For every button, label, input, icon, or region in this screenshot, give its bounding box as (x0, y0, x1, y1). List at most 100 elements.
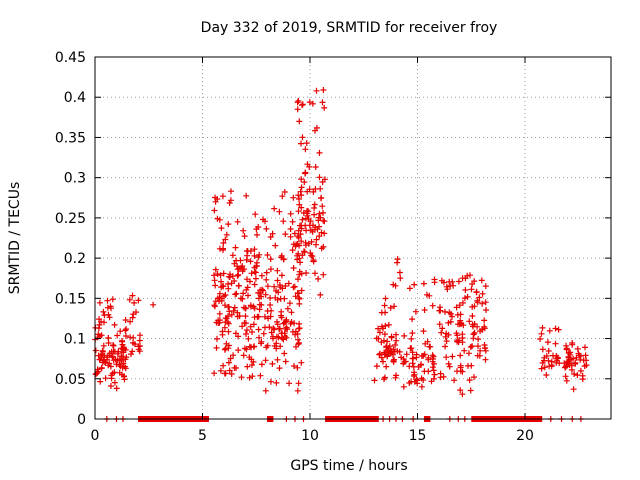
data-point (96, 299, 103, 306)
data-point (287, 233, 294, 240)
data-point (225, 328, 232, 335)
data-point (539, 346, 546, 353)
data-point (276, 365, 283, 372)
data-point (447, 318, 454, 325)
data-point (255, 295, 262, 302)
data-point (107, 363, 114, 370)
data-point (285, 280, 292, 287)
data-point (296, 320, 303, 327)
data-point (258, 338, 265, 345)
data-point (242, 305, 249, 311)
data-point (294, 99, 301, 106)
data-point (260, 330, 267, 337)
data-point (234, 218, 241, 225)
data-point (99, 348, 106, 355)
x-tick-label: 5 (198, 428, 207, 444)
data-point (321, 218, 328, 225)
data-point (297, 188, 304, 195)
data-point (303, 270, 310, 276)
data-point (251, 314, 258, 321)
data-point (298, 359, 305, 366)
data-point (438, 277, 445, 284)
data-point (226, 308, 233, 315)
data-point (310, 257, 317, 264)
data-point (290, 194, 297, 201)
data-point (120, 349, 127, 356)
data-point (232, 330, 239, 337)
data-point (449, 313, 455, 320)
data-point (228, 311, 235, 318)
data-point (301, 249, 308, 255)
data-point (130, 339, 136, 346)
data-point (211, 277, 218, 284)
data-point (382, 295, 389, 302)
data-point (411, 371, 418, 378)
data-point (213, 344, 220, 351)
data-point (465, 350, 472, 357)
data-point (263, 344, 270, 351)
data-point (131, 299, 138, 306)
data-point (552, 340, 559, 347)
data-point (431, 360, 437, 367)
data-point (302, 146, 309, 153)
data-point (318, 194, 325, 201)
data-point (109, 296, 116, 303)
data-point (295, 294, 302, 301)
data-point (430, 367, 437, 374)
data-point (304, 161, 311, 168)
data-point (248, 356, 255, 363)
data-point (111, 379, 118, 386)
data-point (137, 332, 143, 339)
data-point (237, 295, 244, 302)
data-point (440, 373, 447, 380)
data-point (566, 356, 573, 363)
data-point (294, 364, 301, 371)
data-point (375, 335, 382, 342)
data-point (218, 278, 225, 285)
data-point (465, 362, 471, 369)
data-point (381, 302, 388, 309)
data-point (216, 216, 223, 223)
data-point (276, 282, 283, 288)
data-point (233, 290, 240, 297)
data-point (123, 333, 129, 339)
data-point (225, 221, 232, 228)
data-point (442, 308, 448, 315)
data-point (226, 200, 233, 206)
data-point (311, 201, 318, 208)
data-point (98, 365, 105, 372)
data-point (378, 309, 385, 316)
data-point (263, 225, 270, 232)
data-point (309, 253, 316, 260)
data-point (373, 363, 380, 370)
data-point (243, 327, 250, 334)
data-point (247, 258, 254, 265)
data-point (108, 375, 115, 382)
data-point (571, 371, 578, 377)
data-point (270, 325, 277, 332)
data-point (126, 296, 133, 303)
data-point (106, 352, 113, 359)
data-point (303, 227, 310, 234)
data-point (242, 320, 249, 327)
data-point (567, 349, 574, 356)
data-point (574, 345, 581, 352)
data-point (392, 282, 399, 289)
data-point (262, 291, 269, 298)
data-point (566, 362, 573, 368)
data-point (270, 335, 276, 342)
data-point (254, 231, 260, 238)
data-point (127, 318, 134, 325)
data-point (298, 287, 305, 294)
data-point (295, 234, 302, 241)
data-point (292, 293, 299, 300)
data-point (457, 362, 464, 369)
data-point (94, 334, 101, 341)
data-point (274, 267, 281, 274)
data-point (563, 377, 570, 384)
data-point (123, 326, 130, 333)
data-point (220, 283, 227, 290)
data-point (214, 335, 220, 342)
data-point (211, 370, 218, 377)
data-point (436, 321, 443, 328)
